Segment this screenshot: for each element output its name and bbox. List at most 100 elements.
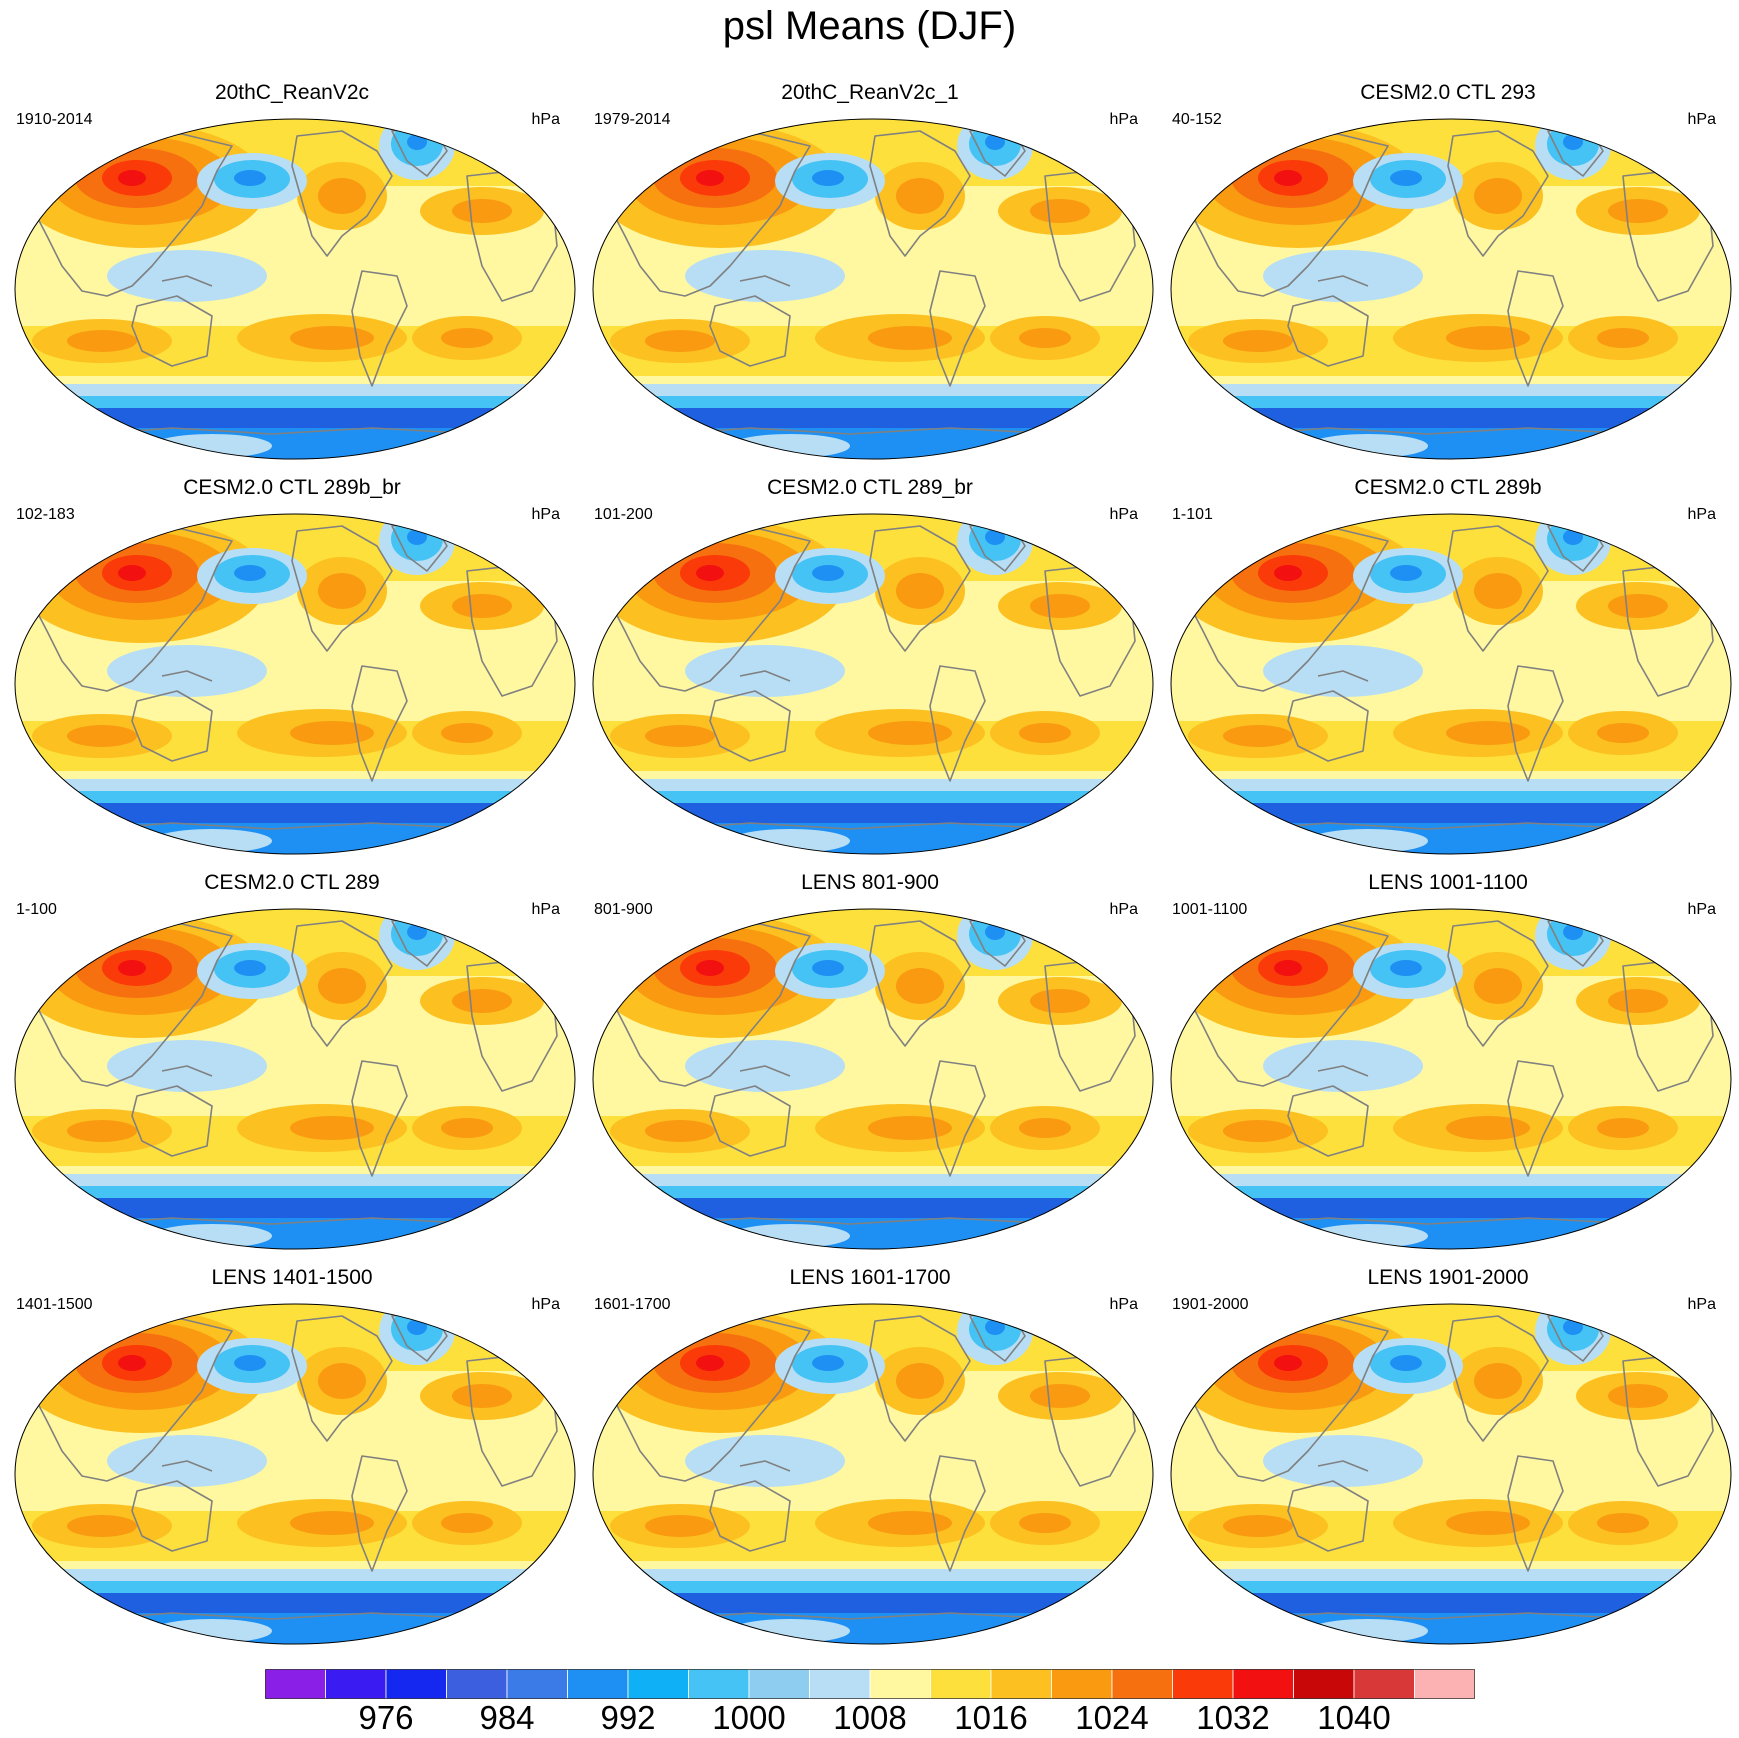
panel-title: LENS 1601-1700 [789, 1266, 951, 1289]
indonesia-coastline [739, 275, 791, 287]
azores-high-core [1030, 594, 1090, 618]
azores-high-core [1608, 199, 1668, 223]
south-pacific-high-core [1446, 721, 1530, 745]
north-american-high-core [896, 573, 944, 609]
storm-track-edge [1171, 779, 1731, 791]
panel-units: hPa [531, 1296, 560, 1313]
storm-track-edge [15, 1174, 575, 1186]
south-america-coastline [1507, 1060, 1564, 1177]
icelandic-low-core [1563, 1319, 1583, 1335]
map-frame [1170, 513, 1732, 855]
colorbar-label: 1008 [833, 1699, 907, 1736]
panel-units: hPa [1687, 1296, 1716, 1313]
circumpolar-trough [15, 803, 575, 823]
colorbar-swatch [869, 1669, 931, 1699]
panel-period: 1-101 [1172, 506, 1213, 523]
panel-period: 1001-1100 [1172, 901, 1248, 918]
panel-title: CESM2.0 CTL 293 [1360, 81, 1536, 104]
north-american-high-core [318, 968, 366, 1004]
figure-title: psl Means (DJF) [722, 4, 1017, 48]
south-atlantic-high-core [1019, 723, 1071, 743]
indian-ocean-high-core [67, 1120, 137, 1142]
siberian-high-peak [696, 565, 724, 581]
icelandic-low-core [985, 1319, 1005, 1335]
south-atlantic-high-core [1597, 328, 1649, 348]
colorbar-label: 992 [600, 1699, 656, 1736]
panel-units: hPa [1109, 901, 1138, 918]
aleutian-low-core [1390, 170, 1422, 186]
azores-high-core [1608, 1384, 1668, 1408]
indonesia-coastline [1317, 670, 1369, 682]
map-frame [1170, 118, 1732, 460]
icelandic-low-core [985, 134, 1005, 150]
north-america-coastline [291, 525, 393, 652]
australia-coastline [131, 295, 213, 367]
indonesia-coastline [161, 1065, 213, 1077]
circumpolar-trough [593, 1198, 1153, 1218]
map-panel: 20thC_ReanV2c 1910-2014 hPa [6, 80, 578, 462]
australia-coastline [1287, 690, 1369, 762]
storm-track-edge [1171, 1569, 1731, 1581]
south-america-coastline [351, 1060, 408, 1177]
colorbar-swatch [930, 1669, 992, 1699]
aleutian-low-core [1390, 565, 1422, 581]
map-panel: LENS 1901-2000 1901-2000 hPa [1162, 1265, 1734, 1647]
colorbar-swatch [1414, 1669, 1475, 1699]
panel-period: 40-152 [1172, 111, 1222, 128]
aleutian-low-core [234, 565, 266, 581]
sea-level-pressure-map [592, 1303, 1154, 1645]
storm-track-edge [15, 779, 575, 791]
panel-period: 101-200 [594, 506, 653, 523]
sea-level-pressure-map [592, 513, 1154, 855]
antarctic-patch [152, 829, 272, 853]
aleutian-low-core [234, 170, 266, 186]
panel-period: 1-100 [16, 901, 57, 918]
azores-high-core [452, 1384, 512, 1408]
south-atlantic-high-core [441, 723, 493, 743]
australia-coastline [709, 1480, 791, 1552]
aleutian-low-core [812, 170, 844, 186]
indonesia-coastline [1317, 1460, 1369, 1472]
map-frame [14, 908, 576, 1250]
panel-period: 1901-2000 [1172, 1296, 1249, 1313]
aleutian-low-core [234, 1355, 266, 1371]
aleutian-low-core [812, 960, 844, 976]
south-america-coastline [929, 665, 986, 782]
colorbar-swatch [1353, 1669, 1415, 1699]
map-frame [592, 908, 1154, 1250]
map-frame [14, 1303, 576, 1645]
panel-units: hPa [1109, 506, 1138, 523]
panel-title: LENS 1001-1100 [1368, 871, 1528, 894]
colorbar-swatch [506, 1669, 568, 1699]
antarctic-patch [730, 434, 850, 458]
antarctic-patch [152, 1224, 272, 1248]
colorbar-swatch [385, 1669, 447, 1699]
panel-title: LENS 1901-2000 [1367, 1266, 1529, 1289]
north-america-coastline [1447, 525, 1549, 652]
map-panel: LENS 801-900 801-900 hPa [584, 870, 1156, 1252]
north-american-high-core [896, 1363, 944, 1399]
north-america-coastline [1447, 130, 1549, 257]
colorbar-label: 976 [358, 1699, 414, 1736]
panel-units: hPa [1109, 111, 1138, 128]
colorbar-swatch [688, 1669, 750, 1699]
map-panel: 20thC_ReanV2c_1 1979-2014 hPa [584, 80, 1156, 462]
south-atlantic-high-core [1019, 1118, 1071, 1138]
australia-coastline [131, 1480, 213, 1552]
storm-track-band [1171, 1186, 1731, 1198]
sea-level-pressure-map [14, 513, 576, 855]
colorbar-swatch [1293, 1669, 1355, 1699]
panel-units: hPa [531, 111, 560, 128]
indian-ocean-high-core [67, 330, 137, 352]
south-atlantic-high-core [441, 328, 493, 348]
panel-title: CESM2.0 CTL 289 [204, 871, 380, 894]
south-pacific-high-core [290, 721, 374, 745]
storm-track-edge [593, 1174, 1153, 1186]
north-america-coastline [291, 130, 393, 257]
australia-coastline [709, 1085, 791, 1157]
map-frame [1170, 908, 1732, 1250]
sea-level-pressure-map [1170, 908, 1732, 1250]
antarctic-patch [152, 1619, 272, 1643]
panel-title: CESM2.0 CTL 289_br [767, 476, 973, 499]
indian-ocean-high-core [645, 1120, 715, 1142]
